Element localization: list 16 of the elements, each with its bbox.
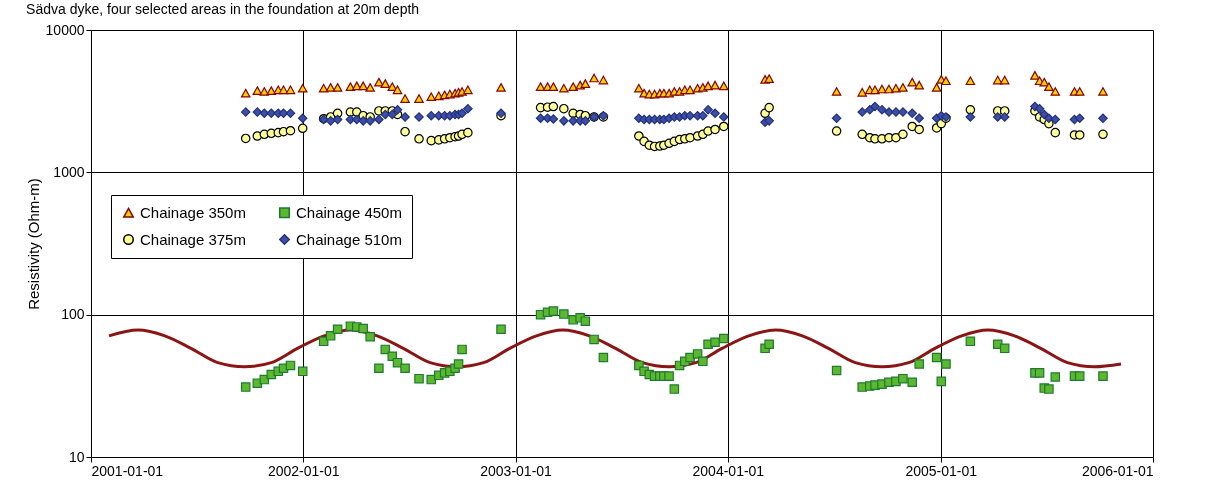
legend-label: Chainage 510m bbox=[296, 230, 402, 248]
y-axis-title: Resistivity (Ohm-m) bbox=[24, 178, 42, 310]
x-tick-label: 2001-01-01 bbox=[91, 462, 164, 479]
x-tick-label: 2002-01-01 bbox=[267, 462, 340, 479]
legend-label: Chainage 375m bbox=[140, 230, 246, 248]
x-tick-label: 2004-01-01 bbox=[692, 462, 765, 479]
legend-label: Chainage 450m bbox=[296, 203, 402, 221]
legend-label: Chainage 350m bbox=[140, 203, 246, 221]
x-tick-label: 2003-01-01 bbox=[480, 462, 553, 479]
x-tick-label: 2006-01-01 bbox=[1081, 462, 1154, 479]
y-tick-label: 10000 bbox=[45, 21, 85, 38]
y-tick-label: 10 bbox=[68, 448, 85, 465]
chart-title: Sädva dyke, four selected areas in the foundation at 20m depth bbox=[26, 1, 420, 17]
y-tick-label: 100 bbox=[61, 306, 85, 323]
x-tick-label: 2005-01-01 bbox=[905, 462, 978, 479]
y-tick-label: 1000 bbox=[53, 163, 85, 180]
